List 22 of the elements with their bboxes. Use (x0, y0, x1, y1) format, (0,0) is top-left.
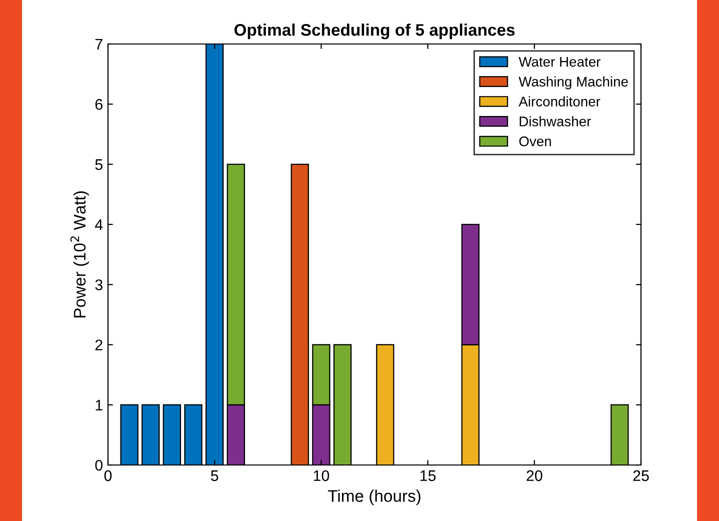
y-tick-label: 2 (95, 340, 102, 350)
y-axis-title: Power (10$^{2}$ Watt) (70, 191, 89, 318)
x-tick-label: 10 (314, 470, 330, 482)
legend-label: Oven (519, 136, 551, 146)
y-tick-label: 0 (95, 460, 103, 471)
legend-label: Water Heater (518, 57, 600, 67)
legend-label: Dishwasher (520, 116, 591, 126)
y-tick-label: 4 (94, 219, 103, 230)
y-tick-label: 3 (95, 279, 102, 290)
legend-label: Airconditoner (518, 96, 600, 106)
x-tick-label: 25 (633, 470, 649, 482)
x-tick-label: 0 (104, 470, 112, 482)
y-tick-label: 6 (95, 99, 102, 110)
y-tick-label: 1 (96, 400, 102, 410)
x-axis-title: Time (hours) (328, 490, 420, 506)
x-tick-label: 5 (210, 470, 218, 482)
y-tick-label: 7 (95, 39, 102, 50)
x-tick-label: 15 (420, 470, 436, 482)
y-tick-label: 5 (95, 159, 102, 170)
legend-label: Washing Machine (518, 76, 628, 90)
chart-title: Optimal Scheduling of 5 appliances (234, 24, 515, 40)
x-tick-label: 20 (526, 470, 542, 482)
